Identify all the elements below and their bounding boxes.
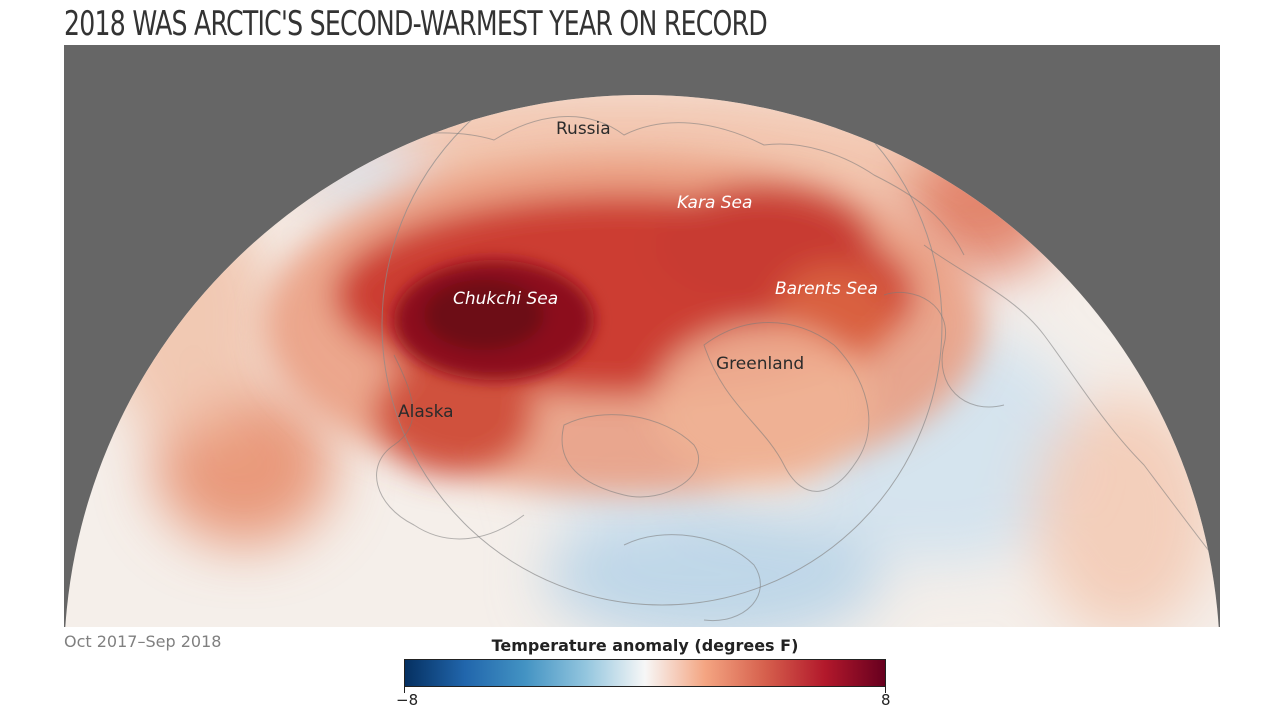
- time-period: Oct 2017–Sep 2018: [64, 632, 222, 651]
- anomaly-map: Russia Kara Sea Chukchi Sea Barents Sea …: [64, 45, 1220, 627]
- coast-russia: [323, 116, 965, 256]
- arctic-circle: [381, 95, 943, 606]
- colorbar-min-label: −8: [396, 691, 419, 709]
- coast-hudson: [623, 534, 761, 622]
- colorbar: [404, 659, 886, 687]
- label-kara-sea: Kara Sea: [677, 193, 753, 213]
- label-russia: Russia: [556, 119, 611, 139]
- colorbar-max-label: 8: [881, 691, 891, 709]
- coast-alaska: [376, 354, 525, 540]
- label-alaska: Alaska: [398, 402, 454, 422]
- coast-archipelago: [561, 414, 700, 498]
- legend-title: Temperature anomaly (degrees F): [491, 636, 799, 655]
- colorbar-tick-min: [404, 687, 405, 693]
- colorbar-tick-max: [885, 687, 886, 693]
- cool-field-hudson: [544, 505, 884, 627]
- warm-band-greenland: [654, 325, 874, 485]
- coast-greenland: [703, 322, 870, 492]
- coast-europe: [923, 244, 1220, 566]
- label-greenland: Greenland: [716, 354, 805, 374]
- label-chukchi-sea: Chukchi Sea: [453, 289, 559, 309]
- globe: [64, 95, 1220, 627]
- warm-band-alaska: [374, 355, 534, 475]
- map-svg: [64, 95, 1220, 627]
- hot-spot-chukchi-core: [424, 280, 544, 350]
- map-title: 2018 WAS ARCTIC'S SECOND-WARMEST YEAR ON…: [64, 4, 768, 44]
- coast-scandinavia: [883, 291, 1005, 408]
- warm-field-west: [94, 195, 274, 435]
- warm-field-east: [1034, 395, 1214, 627]
- label-barents-sea: Barents Sea: [775, 279, 878, 299]
